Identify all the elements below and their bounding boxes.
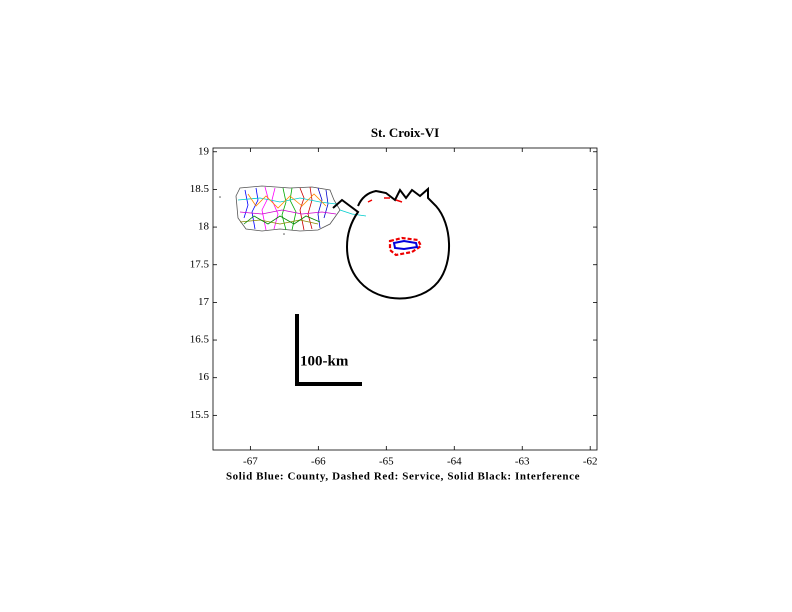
x-tick-label: -67 [243, 456, 258, 468]
x-tick-label: -62 [583, 456, 598, 468]
x-tick-label: -65 [379, 456, 394, 468]
y-tick-label: 18 [198, 221, 210, 233]
x-axis-label: Solid Blue: County, Dashed Red: Service,… [226, 471, 580, 483]
chart-title: St. Croix-VI [371, 125, 439, 140]
scale-label: 100-km [300, 353, 349, 369]
y-tick-label: 16.5 [190, 334, 210, 346]
puerto-rico-counties [219, 185, 367, 235]
x-tick-label: -63 [515, 456, 530, 468]
service-contour [388, 236, 423, 257]
y-tick-label: 16 [198, 371, 210, 383]
y-tick-label: 17 [198, 296, 210, 308]
x-tick-label: -64 [447, 456, 462, 468]
y-tick-label: 18.5 [190, 183, 210, 195]
y-tick-label: 17.5 [190, 258, 210, 270]
y-tick-label: 15.5 [190, 409, 210, 421]
county-outline [392, 239, 419, 251]
y-tick-label: 19 [198, 145, 210, 157]
scale-bar [295, 314, 362, 386]
service-fragment [367, 197, 403, 203]
x-tick-label: -66 [311, 456, 326, 468]
interference-contour [332, 186, 450, 300]
